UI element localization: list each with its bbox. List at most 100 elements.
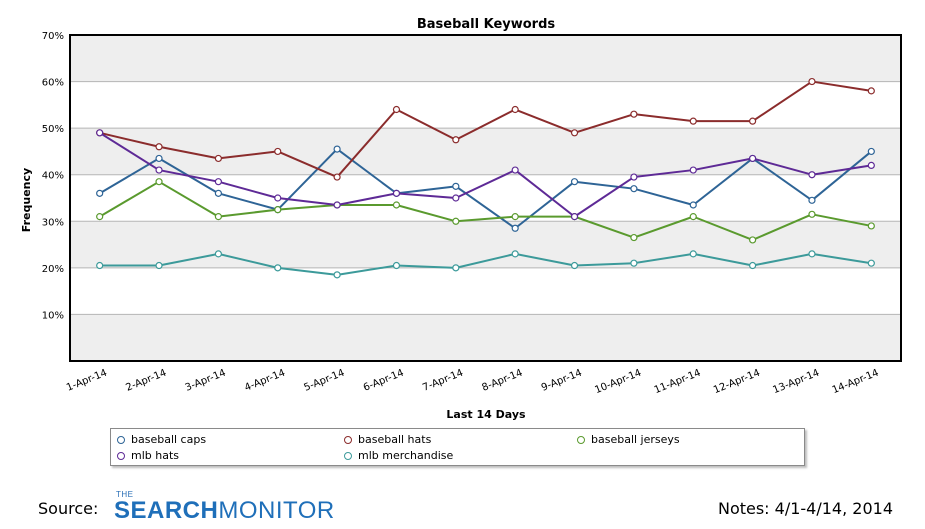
data-point [689, 166, 697, 174]
x-tick-label: 1-Apr-14 [65, 368, 109, 394]
notes-text: Notes: 4/1-4/14, 2014 [717, 499, 893, 518]
data-point [511, 224, 519, 232]
data-point [392, 261, 401, 270]
series-line [99, 80, 872, 179]
y-tick-label: 60% [42, 78, 64, 89]
brand-part-monitor: MONITOR [218, 497, 335, 524]
data-point [570, 129, 579, 137]
data-point [155, 143, 163, 151]
y-tick-label: 20% [42, 264, 64, 275]
plot-area [70, 35, 901, 361]
legend-label: mlb merchandise [358, 449, 454, 462]
data-point [630, 110, 638, 118]
series-mlb-hats [96, 129, 875, 221]
x-tick-label: 13-Apr-14 [771, 368, 821, 397]
data-point [333, 201, 341, 209]
data-point [749, 154, 757, 163]
data-point [511, 105, 519, 114]
source-label: Source: [38, 499, 99, 518]
data-point [689, 213, 697, 221]
data-point [155, 154, 163, 163]
data-point [570, 261, 579, 270]
x-tick-label: 8-Apr-14 [481, 368, 525, 394]
data-point [511, 213, 519, 221]
y-axis-ticks: 10% 20% 30% 40% 50% 60% 70% [42, 31, 64, 321]
x-tick-label: 3-Apr-14 [184, 368, 228, 394]
x-tick-label: 6-Apr-14 [362, 368, 406, 394]
series-line [99, 148, 872, 230]
x-tick-label: 2-Apr-14 [124, 368, 168, 394]
data-point [867, 147, 875, 156]
data-point [570, 213, 579, 221]
data-point [867, 222, 875, 230]
x-tick-label: 7-Apr-14 [421, 368, 465, 394]
data-point [630, 185, 638, 193]
x-axis-label: Last 14 Days [446, 408, 526, 421]
legend-marker [117, 435, 125, 444]
data-point [808, 171, 816, 179]
data-point [274, 194, 282, 202]
data-point [96, 129, 104, 137]
chart-title: Baseball Keywords [417, 17, 556, 32]
y-tick-label: 40% [42, 171, 64, 182]
x-tick-label: 14-Apr-14 [831, 368, 881, 397]
data-point [749, 236, 757, 244]
data-point [214, 178, 222, 186]
data-point [452, 264, 460, 272]
brand-the: THE [116, 490, 134, 499]
data-point [808, 196, 816, 204]
x-tick-label: 10-Apr-14 [593, 368, 643, 397]
legend-label: baseball caps [131, 433, 207, 446]
data-point [452, 217, 460, 225]
x-tick-label: 11-Apr-14 [653, 368, 703, 397]
data-point [452, 182, 460, 190]
brand-part-search: SEARCH [114, 497, 219, 524]
data-point [689, 250, 697, 258]
legend-item: baseball caps [117, 433, 206, 446]
legend-label: baseball jerseys [591, 433, 680, 446]
data-point [630, 259, 638, 267]
data-point [392, 189, 401, 197]
series-line [99, 180, 872, 241]
legend-item: baseball jerseys [577, 433, 680, 446]
data-point [96, 189, 104, 197]
data-point [452, 194, 460, 202]
data-point [214, 213, 222, 221]
data-point [749, 117, 757, 125]
series-baseball-hats [96, 77, 875, 181]
data-point [333, 271, 341, 279]
data-point [392, 105, 401, 114]
data-point [155, 178, 163, 186]
data-point [155, 261, 163, 270]
legend-label: mlb hats [131, 449, 180, 462]
gridlines [70, 34, 901, 361]
y-tick-label: 30% [42, 217, 64, 228]
data-point [452, 136, 460, 144]
series-line [99, 252, 872, 276]
data-point [689, 201, 697, 209]
legend-marker [117, 451, 125, 460]
x-tick-label: 5-Apr-14 [302, 368, 346, 394]
data-point [214, 250, 222, 258]
series-line [99, 131, 872, 218]
grid-band [70, 314, 901, 361]
y-axis-label: Frequency [20, 168, 33, 232]
legend-item: baseball hats [344, 433, 431, 446]
data-point [214, 154, 222, 163]
data-point [630, 173, 638, 181]
x-tick-label: 4-Apr-14 [243, 368, 287, 394]
legend-label: baseball hats [358, 433, 432, 446]
brand-name: SEARCHMONITOR [114, 497, 335, 525]
series-lines [96, 77, 875, 279]
legend-item: mlb merchandise [344, 449, 453, 462]
data-point [511, 250, 519, 258]
data-point [867, 259, 875, 267]
grid-band [70, 128, 901, 175]
data-point [96, 213, 104, 221]
data-point [511, 166, 519, 174]
legend-marker [344, 435, 352, 444]
data-point [630, 233, 638, 242]
x-axis-ticks: 1-Apr-14 2-Apr-14 3-Apr-14 4-Apr-14 5-Apr-14… [65, 368, 880, 397]
data-point [867, 87, 875, 95]
line-chart: Baseball Keywords 10%20%30%40%50%60%70% … [20, 17, 902, 421]
